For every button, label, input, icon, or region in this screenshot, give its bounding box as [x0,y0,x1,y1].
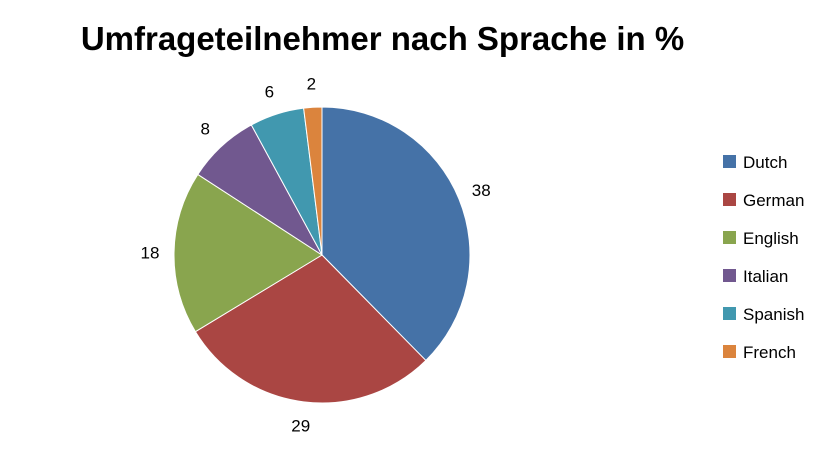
legend-swatch-german [723,193,736,206]
pie-slice-english [173,173,323,333]
data-label-spanish: 6 [265,82,274,101]
legend-swatch-french [723,345,736,358]
legend: Dutch German English Italian Spanish French [723,153,804,362]
legend-label-italian: Italian [743,267,788,286]
pie-slice-dutch [321,106,471,362]
legend-label-spanish: Spanish [743,305,804,324]
data-label-english: 18 [141,243,160,262]
data-label-italian: 8 [200,120,209,139]
legend-swatch-english [723,231,736,244]
legend-label-english: English [743,229,799,248]
chart-title: Umfrageteilnehmer nach Sprache in % [80,20,685,57]
data-label-dutch: 38 [472,181,491,200]
pie-slice-french [303,106,323,256]
data-label-german: 29 [291,417,310,436]
pie-slice-german [194,254,427,404]
legend-label-french: French [743,343,796,362]
legend-swatch-italian [723,269,736,282]
data-label-french: 2 [307,74,316,93]
legend-label-german: German [743,191,804,210]
legend-swatch-spanish [723,307,736,320]
legend-swatch-dutch [723,155,736,168]
legend-label-dutch: Dutch [743,153,787,172]
